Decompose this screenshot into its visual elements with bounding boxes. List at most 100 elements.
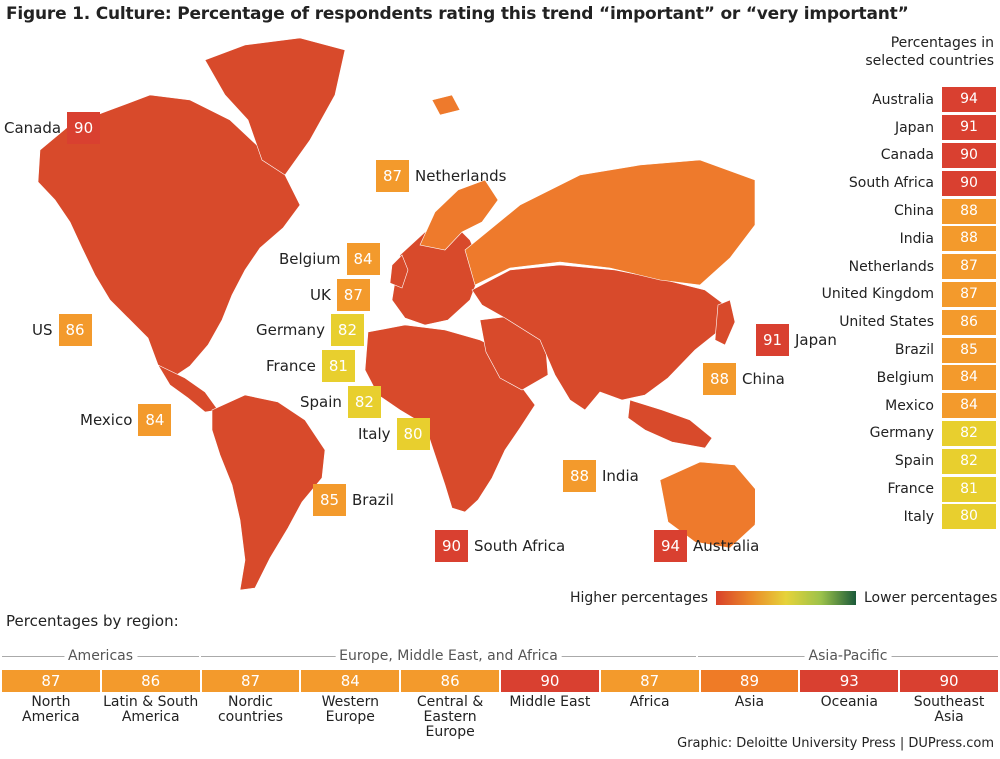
selected-country-netherlands: Netherlands (848, 258, 934, 275)
map-country-us: US (32, 321, 53, 339)
central-america-shape (157, 364, 219, 413)
map-country-japan: Japan (795, 331, 837, 349)
legend-gradient (716, 591, 856, 605)
selected-header-line-1: Percentages in (890, 35, 994, 51)
map-value-india: 88 (563, 460, 596, 492)
map-value-netherlands: 87 (376, 160, 409, 192)
map-value-belgium: 84 (346, 243, 380, 275)
map-country-south-africa: South Africa (474, 537, 566, 555)
region-name-southeast-asia: Southeast Asia (913, 694, 985, 725)
map-country-france: France (266, 357, 316, 375)
map-country-belgium: Belgium (279, 250, 341, 268)
region-name-nordic-countries: Nordic countries (217, 694, 284, 725)
map-value-japan: 91 (756, 324, 789, 356)
region-groups: Americas Europe, Middle East, and Africa… (0, 648, 1000, 664)
legend-low-label: Lower percentages (864, 590, 998, 606)
region-value-central-eastern-europe: 86 (401, 670, 499, 692)
selected-row-mexico: Mexico 84 (760, 392, 996, 420)
selected-row-belgium: Belgium 84 (760, 364, 996, 392)
map-value-spain: 82 (347, 386, 381, 418)
map-value-germany: 82 (330, 314, 364, 346)
selected-value-india: 88 (942, 226, 996, 252)
selected-value-belgium: 84 (942, 365, 996, 391)
region-value-middle-east: 90 (500, 670, 599, 692)
world-map (37, 37, 755, 590)
selected-value-italy: 80 (942, 504, 996, 530)
selected-row-india: India 88 (760, 225, 996, 253)
map-country-netherlands: Netherlands (415, 167, 507, 185)
selected-value-germany: 82 (942, 420, 996, 446)
selected-country-germany: Germany (869, 425, 934, 442)
region-group-label-americas: Americas (63, 648, 138, 664)
map-value-italy: 80 (396, 418, 430, 450)
greenland-shape (204, 37, 346, 176)
region-value-western-europe: 84 (301, 670, 400, 692)
selected-row-australia: Australia 94 (760, 86, 996, 114)
uk-shape (389, 254, 409, 289)
region-value-southeast-asia: 90 (900, 670, 998, 692)
map-value-us: 86 (58, 314, 92, 346)
region-oceania: 93 Oceania (800, 670, 899, 740)
map-country-india: India (602, 467, 639, 485)
region-africa: 87 Africa (600, 670, 699, 740)
map-label-france: 81 France (266, 350, 355, 382)
map-country-mexico: Mexico (80, 411, 133, 429)
selected-header-line-2: selected countries (865, 53, 994, 69)
region-name-middle-east: Middle East (509, 694, 591, 710)
map-label-india: 88 India (563, 460, 639, 492)
selected-value-united-states: 86 (942, 309, 996, 335)
map-country-brazil: Brazil (352, 491, 394, 509)
selected-value-china: 88 (942, 198, 996, 224)
selected-row-italy: Italy 80 (760, 503, 996, 531)
selected-row-canada: Canada 90 (760, 142, 996, 170)
selected-country-italy: Italy (903, 508, 934, 525)
north-america-shape (37, 94, 301, 379)
iceland-shape (431, 94, 461, 116)
region-group-emea: Europe, Middle East, and Africa (201, 648, 696, 664)
selected-country-united-kingdom: United Kingdom (821, 286, 934, 303)
map-label-us: 86 US (32, 314, 92, 346)
region-value-oceania: 93 (800, 670, 899, 692)
region-section-title: Percentages by region: (6, 612, 179, 630)
map-country-spain: Spain (300, 393, 342, 411)
map-label-germany: 82 Germany (256, 314, 364, 346)
region-group-label-emea: Europe, Middle East, and Africa (335, 648, 562, 664)
selected-row-france: France 81 (760, 475, 996, 503)
selected-country-china: China (894, 203, 934, 220)
selected-value-canada: 90 (942, 142, 996, 168)
selected-country-france: France (887, 481, 934, 498)
selected-value-netherlands: 87 (942, 254, 996, 280)
map-value-mexico: 84 (138, 404, 172, 436)
region-values-row: 87 North America 86 Latin & South America 87… (2, 670, 998, 740)
selected-row-united-states: United States 86 (760, 308, 996, 336)
region-group-asia-pacific: Asia-Pacific (698, 648, 998, 664)
legend-high-label: Higher percentages (570, 590, 708, 606)
region-name-western-europe: Western Europe (321, 694, 379, 725)
region-name-africa: Africa (629, 694, 670, 710)
region-value-africa: 87 (600, 670, 699, 692)
selected-country-australia: Australia (872, 91, 934, 108)
map-label-australia: 94 Australia (654, 530, 759, 562)
selected-value-brazil: 85 (942, 337, 996, 363)
map-label-netherlands: 87 Netherlands (376, 160, 506, 192)
map-country-italy: Italy (358, 425, 391, 443)
map-value-canada: 90 (67, 112, 101, 144)
selected-country-mexico: Mexico (885, 397, 934, 414)
selected-countries-header: Percentages in selected countries (865, 34, 994, 70)
selected-countries-table: Australia 94 Japan 91 Canada 90 South Africa 90… (760, 86, 996, 531)
region-value-nordic-countries: 87 (201, 670, 300, 692)
japan-shape (714, 299, 736, 346)
chart-title: Figure 1. Culture: Percentage of respond… (6, 4, 909, 24)
selected-country-japan: Japan (894, 119, 934, 136)
selected-row-japan: Japan 91 (760, 114, 996, 142)
selected-country-united-states: United States (839, 314, 934, 331)
map-label-mexico: 84 Mexico (80, 404, 172, 436)
selected-value-united-kingdom: 87 (942, 281, 996, 307)
map-label-brazil: 85 Brazil (313, 484, 394, 516)
selected-value-australia: 94 (942, 87, 996, 113)
region-southeast-asia: 90 Southeast Asia (900, 670, 998, 740)
map-country-uk: UK (310, 286, 331, 304)
selected-row-brazil: Brazil 85 (760, 336, 996, 364)
map-label-canada: 90 Canada (4, 112, 101, 144)
region-name-asia: Asia (734, 694, 765, 710)
